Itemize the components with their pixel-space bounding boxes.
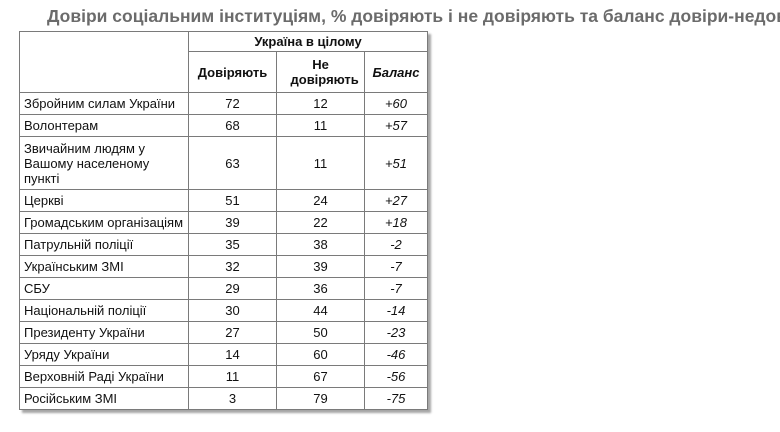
institution-cell: Українським ЗМІ xyxy=(19,255,189,278)
institution-cell: Збройним силам України xyxy=(19,92,189,115)
institution-cell: Церкві xyxy=(19,189,189,212)
table-row: Збройним силам України 72 12 +60 xyxy=(19,92,428,115)
distrust-cell: 11 xyxy=(276,114,365,137)
trust-table-container: Україна в цілому Довіряють Не довіряють … xyxy=(19,31,428,410)
column-header-distrust: Не довіряють xyxy=(276,51,365,93)
trust-cell: 35 xyxy=(188,233,277,256)
distrust-cell: 50 xyxy=(276,321,365,344)
balance-cell: -56 xyxy=(364,365,428,388)
institution-cell: Уряду України xyxy=(19,343,189,366)
institution-cell: Президенту України xyxy=(19,321,189,344)
balance-cell: +57 xyxy=(364,114,428,137)
balance-cell: -75 xyxy=(364,387,428,410)
trust-cell: 30 xyxy=(188,299,277,322)
distrust-cell: 79 xyxy=(276,387,365,410)
institution-cell: Національній поліції xyxy=(19,299,189,322)
institution-cell: Верховній Раді України xyxy=(19,365,189,388)
trust-cell: 68 xyxy=(188,114,277,137)
institution-cell: Патрульній поліції xyxy=(19,233,189,256)
distrust-cell: 36 xyxy=(276,277,365,300)
distrust-cell: 67 xyxy=(276,365,365,388)
table-row: СБУ 29 36 -7 xyxy=(19,277,428,300)
table-row: Українським ЗМІ 32 39 -7 xyxy=(19,255,428,278)
trust-cell: 3 xyxy=(188,387,277,410)
institution-cell: СБУ xyxy=(19,277,189,300)
group-header: Україна в цілому xyxy=(188,31,428,52)
distrust-cell: 12 xyxy=(276,92,365,115)
table-row: Волонтерам 68 11 +57 xyxy=(19,114,428,137)
institution-cell: Громадським організаціям xyxy=(19,211,189,234)
table-row: Звичайним людям у Вашому населеному пунк… xyxy=(19,136,428,190)
balance-cell: -14 xyxy=(364,299,428,322)
table-row: Верховній Раді України 11 67 -56 xyxy=(19,365,428,388)
institution-cell: Звичайним людям у Вашому населеному пунк… xyxy=(19,136,189,190)
column-header-trust: Довіряють xyxy=(188,51,277,93)
header-row-columns: Довіряють Не довіряють Баланс xyxy=(20,51,428,93)
trust-cell: 39 xyxy=(188,211,277,234)
table-row: Патрульній поліції 35 38 -2 xyxy=(19,233,428,256)
trust-cell: 14 xyxy=(188,343,277,366)
trust-table: Україна в цілому Довіряють Не довіряють … xyxy=(19,31,428,410)
table-body: Збройним силам України 72 12 +60 Волонтерам 6… xyxy=(19,92,428,410)
distrust-cell: 44 xyxy=(276,299,365,322)
table-row: Громадським організаціям 39 22 +18 xyxy=(19,211,428,234)
column-header-balance: Баланс xyxy=(364,51,428,93)
table-row: Президенту України 27 50 -23 xyxy=(19,321,428,344)
header-row-group: Україна в цілому xyxy=(19,31,428,93)
balance-cell: -2 xyxy=(364,233,428,256)
table-row: Уряду України 14 60 -46 xyxy=(19,343,428,366)
balance-cell: +60 xyxy=(364,92,428,115)
distrust-cell: 11 xyxy=(276,136,365,190)
institution-cell: Російським ЗМІ xyxy=(19,387,189,410)
trust-cell: 72 xyxy=(188,92,277,115)
table-row: Національній поліції 30 44 -14 xyxy=(19,299,428,322)
institution-header-cell xyxy=(19,31,189,93)
page-title: Довіри соціальним інституціям, % довіряю… xyxy=(47,6,780,26)
table-row: Російським ЗМІ 3 79 -75 xyxy=(19,387,428,410)
balance-cell: -7 xyxy=(364,255,428,278)
balance-cell: +18 xyxy=(364,211,428,234)
table-row: Церкві 51 24 +27 xyxy=(19,189,428,212)
distrust-cell: 38 xyxy=(276,233,365,256)
institution-cell: Волонтерам xyxy=(19,114,189,137)
distrust-cell: 22 xyxy=(276,211,365,234)
balance-cell: -7 xyxy=(364,277,428,300)
distrust-cell: 24 xyxy=(276,189,365,212)
distrust-cell: 39 xyxy=(276,255,365,278)
trust-cell: 32 xyxy=(188,255,277,278)
trust-cell: 63 xyxy=(188,136,277,190)
trust-cell: 51 xyxy=(188,189,277,212)
balance-cell: -23 xyxy=(364,321,428,344)
column-header-distrust-text: Не довіряють xyxy=(290,57,359,87)
trust-cell: 11 xyxy=(188,365,277,388)
balance-cell: -46 xyxy=(364,343,428,366)
balance-cell: +51 xyxy=(364,136,428,190)
distrust-cell: 60 xyxy=(276,343,365,366)
balance-cell: +27 xyxy=(364,189,428,212)
trust-cell: 27 xyxy=(188,321,277,344)
trust-cell: 29 xyxy=(188,277,277,300)
